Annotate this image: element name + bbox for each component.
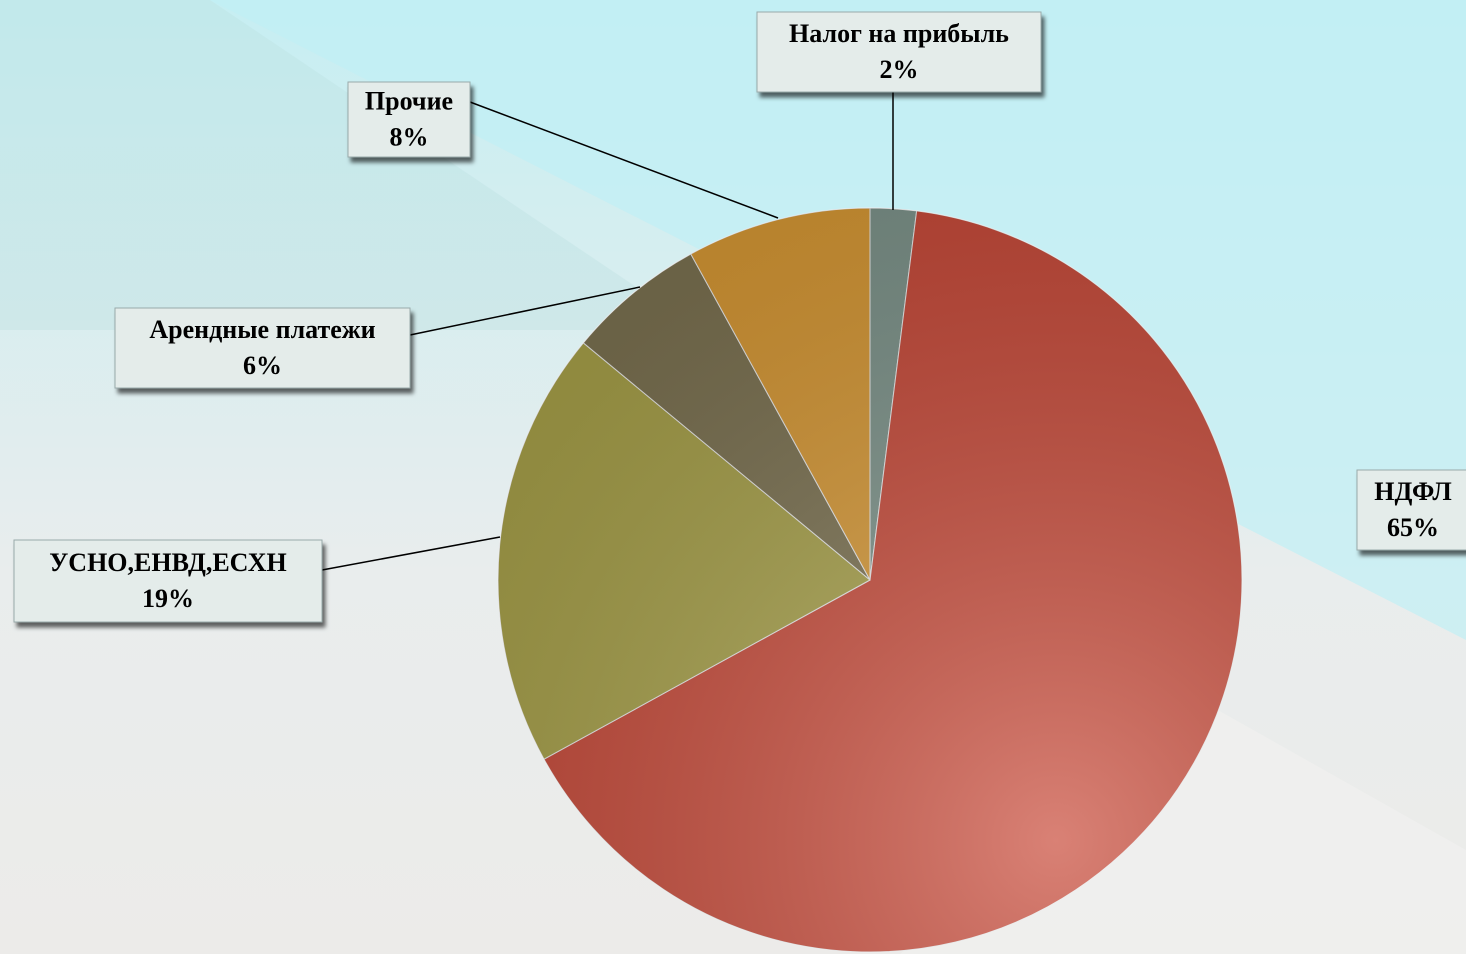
labels: Налог на прибыль 2% НДФЛ 65% УСНО,ЕНВД,ЕСХН 1… (13, 11, 1466, 623)
value-label: 2% (880, 55, 919, 84)
label-box (1356, 469, 1466, 551)
value-label: 8% (390, 123, 429, 152)
label-box (347, 81, 471, 158)
pie (497, 207, 1243, 953)
category-label: Прочие (365, 87, 453, 116)
background-band (0, 0, 1466, 640)
leader-line (409, 286, 641, 336)
label-box (13, 539, 323, 623)
category-label: Арендные платежи (149, 315, 375, 344)
label-box (114, 307, 411, 389)
category-label: НДФЛ (1374, 477, 1452, 506)
value-label: 6% (243, 351, 282, 380)
category-label: Налог на прибыль (789, 19, 1009, 48)
value-label: 19% (142, 584, 194, 613)
category-label: УСНО,ЕНВД,ЕСХН (49, 548, 287, 577)
leader-line (321, 536, 501, 571)
value-label: 65% (1387, 513, 1439, 542)
label-box (756, 11, 1042, 93)
leader-line (469, 101, 779, 219)
